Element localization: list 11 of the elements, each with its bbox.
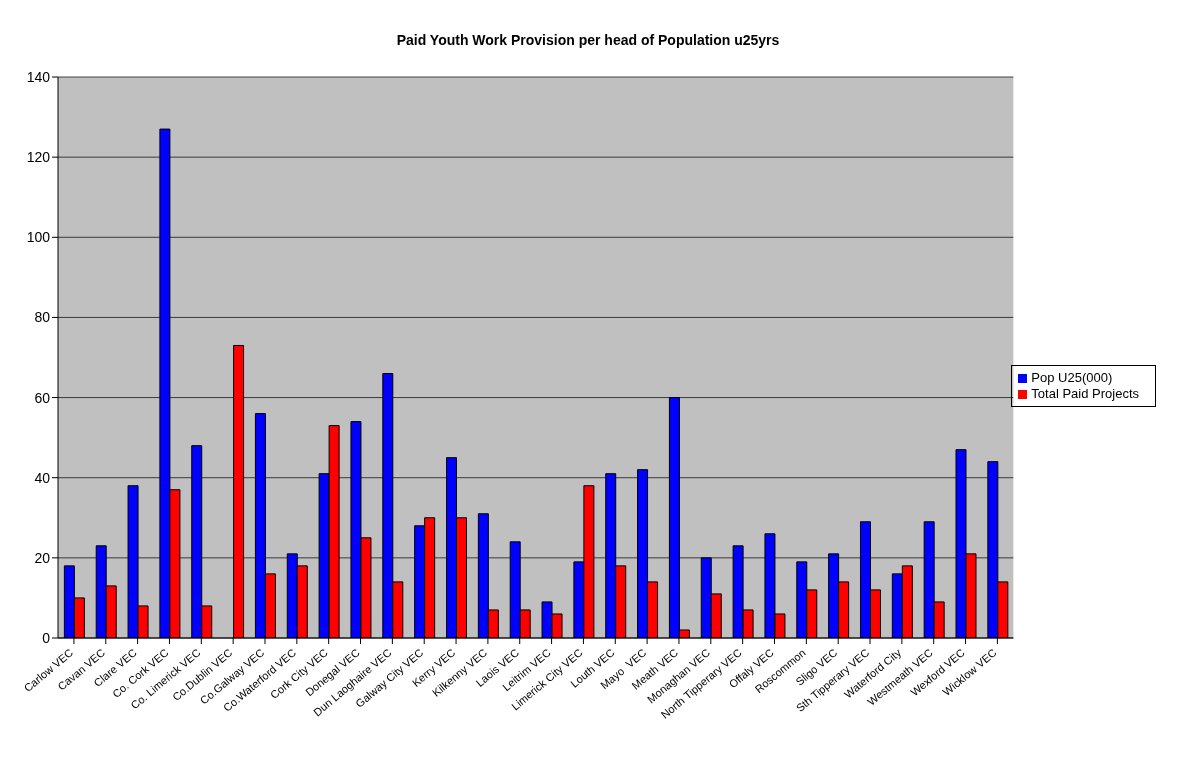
chart-title: Paid Youth Work Provision per head of Population u25yrs: [395, 32, 781, 48]
legend-label: Pop U25(000): [1031, 370, 1113, 385]
y-tick-label: 60: [34, 389, 51, 406]
y-tick-label: 120: [26, 149, 51, 166]
legend-label: Total Paid Projects: [1031, 386, 1139, 401]
y-tick-label: 40: [34, 469, 51, 486]
y-tick-label: 100: [26, 229, 51, 246]
y-tick-label: 20: [34, 549, 51, 566]
y-tick-label: 80: [34, 309, 51, 326]
y-tick-label: 0: [42, 629, 51, 646]
y-tick-label: 140: [26, 68, 51, 85]
